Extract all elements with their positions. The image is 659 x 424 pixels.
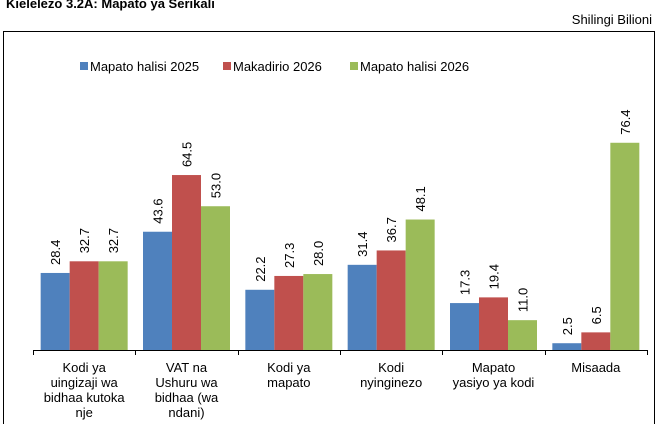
bar xyxy=(69,261,99,350)
legend-label: Mapato halisi 2025 xyxy=(90,59,199,74)
value-label: 53.0 xyxy=(209,173,224,198)
bar xyxy=(347,264,377,350)
bar xyxy=(479,297,508,350)
bar xyxy=(143,231,172,350)
value-label: 28.4 xyxy=(48,240,63,265)
legend-swatch xyxy=(223,62,231,70)
legend-swatch xyxy=(350,62,358,70)
value-label: 31.4 xyxy=(355,232,370,257)
x-tick-label: VAT na Ushuru wa bidhaa (wa ndani) xyxy=(155,360,219,420)
value-label: 32.7 xyxy=(77,228,92,253)
value-label: 76.4 xyxy=(618,109,633,134)
x-tick-label: Misaada xyxy=(571,360,621,375)
bar xyxy=(245,289,275,350)
bar xyxy=(376,250,406,350)
bar xyxy=(172,175,201,350)
x-tick-label: Kodi ya mapato xyxy=(267,360,311,390)
chart-frame xyxy=(3,31,655,424)
bar xyxy=(610,142,640,350)
bar xyxy=(98,261,128,350)
value-label: 19.4 xyxy=(487,264,502,289)
value-label: 28.0 xyxy=(311,241,326,266)
bar xyxy=(274,275,304,350)
legend-label: Mapato halisi 2026 xyxy=(360,59,469,74)
legend-label: Makadirio 2026 xyxy=(233,59,322,74)
value-label: 32.7 xyxy=(106,228,121,253)
bar xyxy=(508,320,537,350)
value-label: 36.7 xyxy=(384,217,399,242)
x-tick-label: Kodi ya uingizaji wa bidhaa kutoka nje xyxy=(44,360,126,420)
chart-title: Kielelezo 3.2A: Mapato ya Serikali xyxy=(6,0,215,11)
value-label: 6.5 xyxy=(589,306,604,324)
bar xyxy=(552,343,582,350)
x-tick-label: Kodi nyinginezo xyxy=(360,360,422,390)
value-label: 27.3 xyxy=(282,243,297,268)
value-label: 2.5 xyxy=(560,317,575,335)
bar xyxy=(40,272,70,350)
value-label: 11.0 xyxy=(516,288,531,312)
bar xyxy=(581,332,611,350)
x-tick-label: Mapato yasiyo ya kodi xyxy=(453,360,535,390)
legend-swatch xyxy=(80,62,88,70)
value-label: 43.6 xyxy=(151,198,166,223)
value-label: 64.5 xyxy=(180,142,195,167)
bar xyxy=(303,274,333,350)
chart-subtitle: Shilingi Bilioni xyxy=(572,12,652,27)
bar xyxy=(201,206,230,350)
value-label: 17.3 xyxy=(458,270,473,295)
bar xyxy=(405,219,435,350)
bar xyxy=(450,303,479,350)
value-label: 48.1 xyxy=(413,186,428,211)
value-label: 22.2 xyxy=(253,256,268,281)
